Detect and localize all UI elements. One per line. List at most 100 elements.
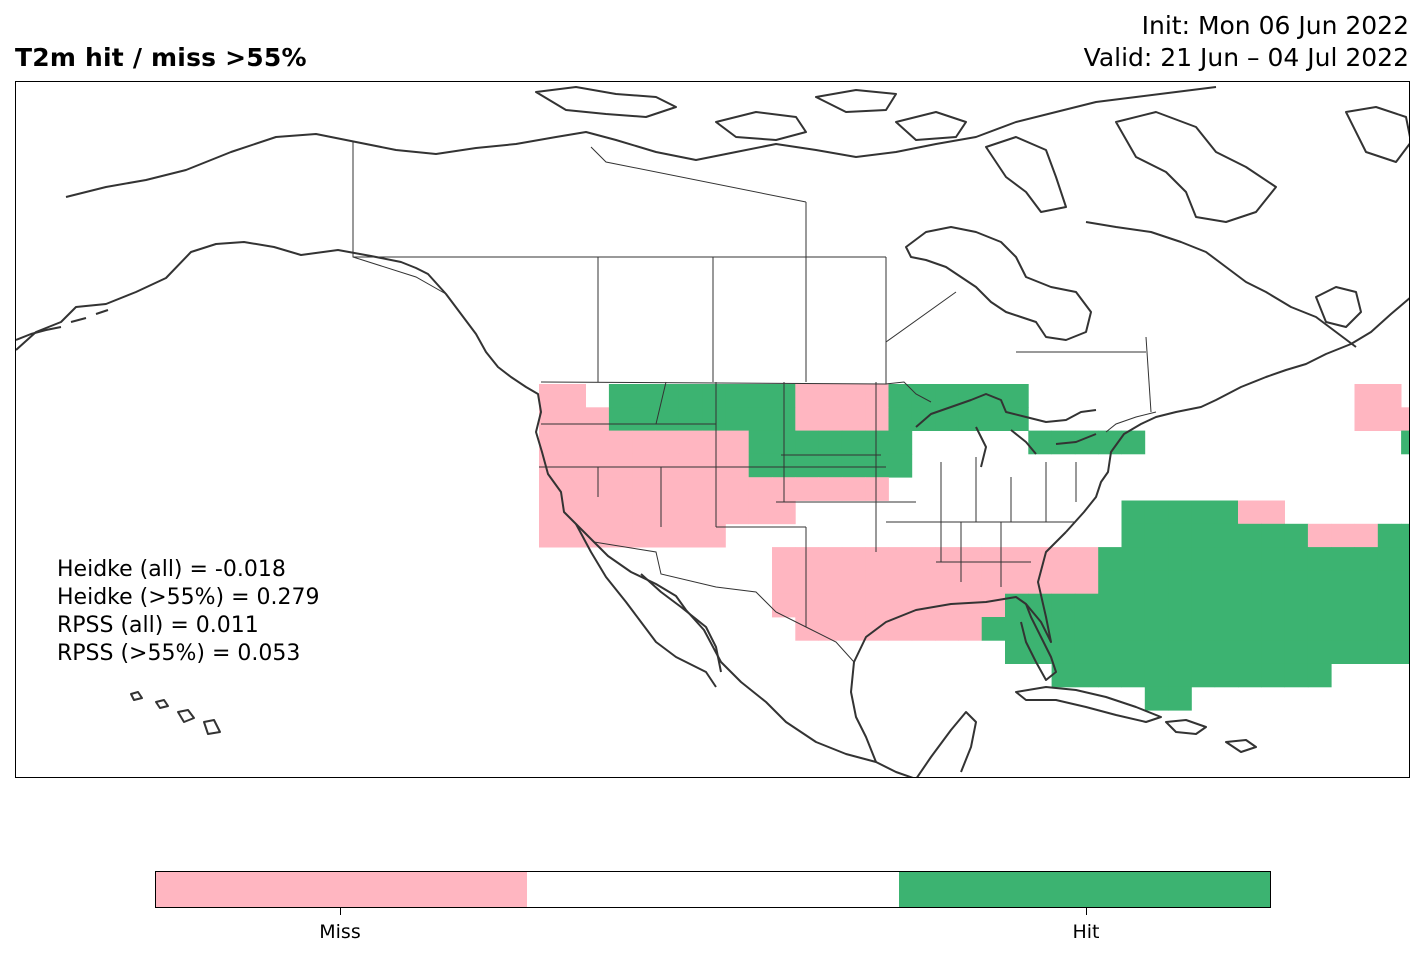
grid-cell-miss xyxy=(632,430,656,455)
coastlines xyxy=(16,86,1409,777)
grid-cell-hit xyxy=(1191,500,1216,525)
grid-cell-hit xyxy=(1051,640,1076,664)
grid-cell-miss xyxy=(678,430,703,455)
grid-cell-miss xyxy=(678,523,703,548)
grid-cell-miss xyxy=(841,593,866,618)
grid-cell-hit xyxy=(1051,663,1076,688)
grid-cell-hit xyxy=(1098,663,1122,688)
grid-cell-miss xyxy=(1331,523,1355,548)
grid-cell-hit xyxy=(1168,523,1192,548)
grid-cell-hit xyxy=(1051,617,1076,641)
grid-cell-hit xyxy=(1098,430,1122,455)
grid-cell-hit xyxy=(1074,640,1099,664)
grid-cell-miss xyxy=(795,384,819,408)
grid-cell-miss xyxy=(818,477,843,501)
grid-cell-hit xyxy=(1307,570,1332,595)
grid-cell-miss xyxy=(795,547,819,571)
grid-cell-miss xyxy=(562,407,586,431)
grid-cell-hit xyxy=(1121,570,1146,595)
grid-cell-hit xyxy=(981,384,1006,408)
grid-cell-miss xyxy=(911,547,936,571)
coastline-labrador xyxy=(1085,221,1357,348)
grid-cell-miss xyxy=(1307,523,1332,548)
grid-cell-miss xyxy=(1028,570,1052,595)
grid-cell-hit xyxy=(1121,593,1146,618)
coastline-baja xyxy=(575,523,722,688)
grid-cell-hit xyxy=(1261,547,1285,571)
grid-cell-hit xyxy=(935,407,959,431)
grid-cell-hit xyxy=(1051,593,1076,618)
grid-cell-miss xyxy=(585,500,610,525)
grid-cell-hit xyxy=(1238,523,1262,548)
rpss-above-threshold: RPSS (>55%) = 0.053 xyxy=(57,641,301,666)
grid-cell-miss xyxy=(818,570,843,595)
grid-cell-hit xyxy=(841,453,866,478)
grid-cell-miss xyxy=(865,593,889,618)
grid-cell-hit xyxy=(1098,593,1122,618)
grid-cell-hit xyxy=(1144,663,1169,688)
grid-cell-miss xyxy=(772,570,796,595)
grid-cell-hit xyxy=(1121,523,1146,548)
colorbar-label-miss: Miss xyxy=(319,921,361,943)
grid-cell-hit xyxy=(1191,593,1216,618)
grid-cell-miss xyxy=(935,547,959,571)
grid-cell-hit xyxy=(1028,593,1052,618)
grid-cell-miss xyxy=(1051,570,1076,595)
grid-cell-miss xyxy=(539,523,563,548)
grid-cell-hit xyxy=(1144,640,1169,664)
grid-cell-miss xyxy=(702,453,726,478)
grid-cell-hit xyxy=(608,407,633,431)
grid-cell-hit xyxy=(1401,640,1409,664)
grid-cell-hit xyxy=(632,384,656,408)
coastline-aleutians xyxy=(16,309,109,341)
grid-cell-hit xyxy=(1121,430,1146,455)
grid-cell-hit xyxy=(1377,593,1402,618)
colorbar-tick-hit xyxy=(1086,908,1087,915)
grid-cell-hit xyxy=(888,384,913,408)
grid-cell-hit xyxy=(888,430,913,455)
grid-cell-miss xyxy=(562,430,586,455)
grid-cell-miss xyxy=(725,453,750,478)
grid-cell-hit xyxy=(1214,663,1239,688)
colorbar-tick-miss xyxy=(340,908,341,915)
grid-cell-hit xyxy=(1121,640,1146,664)
grid-cell-hit xyxy=(1238,640,1262,664)
grid-cell-hit xyxy=(1005,640,1029,664)
border-us-mexico xyxy=(593,541,855,663)
grid-cell-miss xyxy=(935,570,959,595)
grid-cell-hit xyxy=(1307,663,1332,688)
grid-cell-miss xyxy=(539,477,563,501)
grid-cell-hit xyxy=(1401,617,1409,641)
grid-cell-hit xyxy=(1261,593,1285,618)
grid-cell-hit xyxy=(1144,500,1169,525)
grid-cell-miss xyxy=(958,570,983,595)
grid-cell-hit xyxy=(1191,570,1216,595)
grid-cell-miss xyxy=(1401,407,1409,431)
grid-cell-miss xyxy=(818,617,843,641)
grid-cell-miss xyxy=(562,453,586,478)
grid-cell-miss xyxy=(841,547,866,571)
grid-cell-hit xyxy=(1377,547,1402,571)
grid-cell-hit xyxy=(1401,430,1409,455)
grid-cell-miss xyxy=(702,477,726,501)
grid-cell-miss xyxy=(702,500,726,525)
coastline-atlantic xyxy=(1065,297,1409,533)
grid-cell-hit xyxy=(1284,617,1309,641)
grid-cell-miss xyxy=(865,570,889,595)
grid-cell-hit xyxy=(1191,547,1216,571)
heidke-above-threshold: Heidke (>55%) = 0.279 xyxy=(57,585,320,610)
map-title: T2m hit / miss >55% xyxy=(15,43,307,72)
grid-cell-miss xyxy=(539,500,563,525)
grid-cell-miss xyxy=(608,430,633,455)
grid-cell-hit xyxy=(748,430,773,455)
coastline-hudson-bay xyxy=(905,226,1092,341)
grid-cell-miss xyxy=(981,570,1006,595)
border-provinces xyxy=(353,146,1152,413)
grid-cell-miss xyxy=(958,593,983,618)
grid-cell-hit xyxy=(911,384,936,408)
grid-cell-hit xyxy=(632,407,656,431)
grid-cell-miss xyxy=(1074,570,1099,595)
grid-cell-hit xyxy=(1284,663,1309,688)
grid-cell-miss xyxy=(1005,570,1029,595)
heidke-all: Heidke (all) = -0.018 xyxy=(57,557,286,582)
